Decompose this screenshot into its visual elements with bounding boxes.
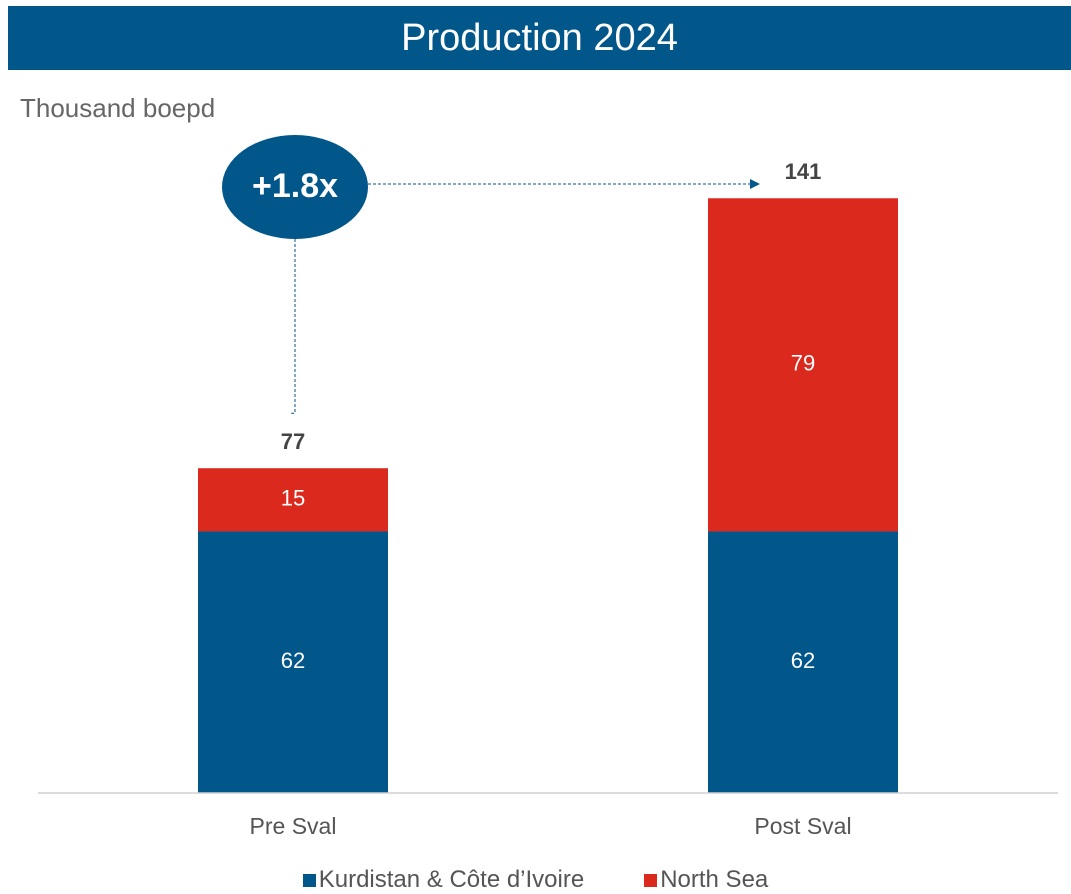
bars-layer — [198, 198, 898, 793]
legend-item-kurdistan: Kurdistan & Côte d’Ivoire — [302, 866, 585, 894]
bar-pre-sval-kurdistan-c-te-d-ivoire — [198, 531, 388, 793]
bar-post-sval-kurdistan-c-te-d-ivoire — [708, 531, 898, 793]
legend-label-north-sea: North Sea — [660, 866, 769, 893]
chart-legend: Kurdistan & Côte d’Ivoire North Sea — [0, 866, 1071, 894]
chart-title: Production 2024 — [8, 6, 1071, 70]
legend-swatch-north-sea — [644, 873, 658, 887]
growth-connector-line — [290, 239, 296, 414]
growth-annotation: +1.8x — [222, 135, 760, 414]
legend-swatch-kurdistan — [302, 873, 316, 887]
growth-callout-label: +1.8x — [252, 167, 338, 205]
x-tick-label-pre-sval: Pre Sval — [250, 813, 337, 839]
growth-callout-ellipse — [222, 135, 368, 239]
bar-post-sval-north-sea — [708, 198, 898, 532]
total-label-post-sval: 141 — [785, 159, 822, 184]
data-label-post-sval-north-sea: 79 — [791, 351, 815, 376]
bar-pre-sval-north-sea — [198, 468, 388, 532]
data-label-pre-sval-kurdistan-c-te-d-ivoire: 62 — [281, 648, 305, 673]
legend-label-kurdistan: Kurdistan & Côte d’Ivoire — [318, 866, 585, 893]
data-label-pre-sval-north-sea: 15 — [281, 486, 305, 511]
x-tick-label-post-sval: Post Sval — [754, 813, 851, 839]
data-label-post-sval-kurdistan-c-te-d-ivoire: 62 — [791, 648, 815, 673]
unit-label: Thousand boepd — [20, 93, 216, 123]
total-label-pre-sval: 77 — [281, 429, 305, 454]
labels-layer: 62 15 77 Pre Sval 62 79 141 Post Sval — [250, 159, 852, 839]
legend-item-north-sea: North Sea — [644, 866, 768, 894]
